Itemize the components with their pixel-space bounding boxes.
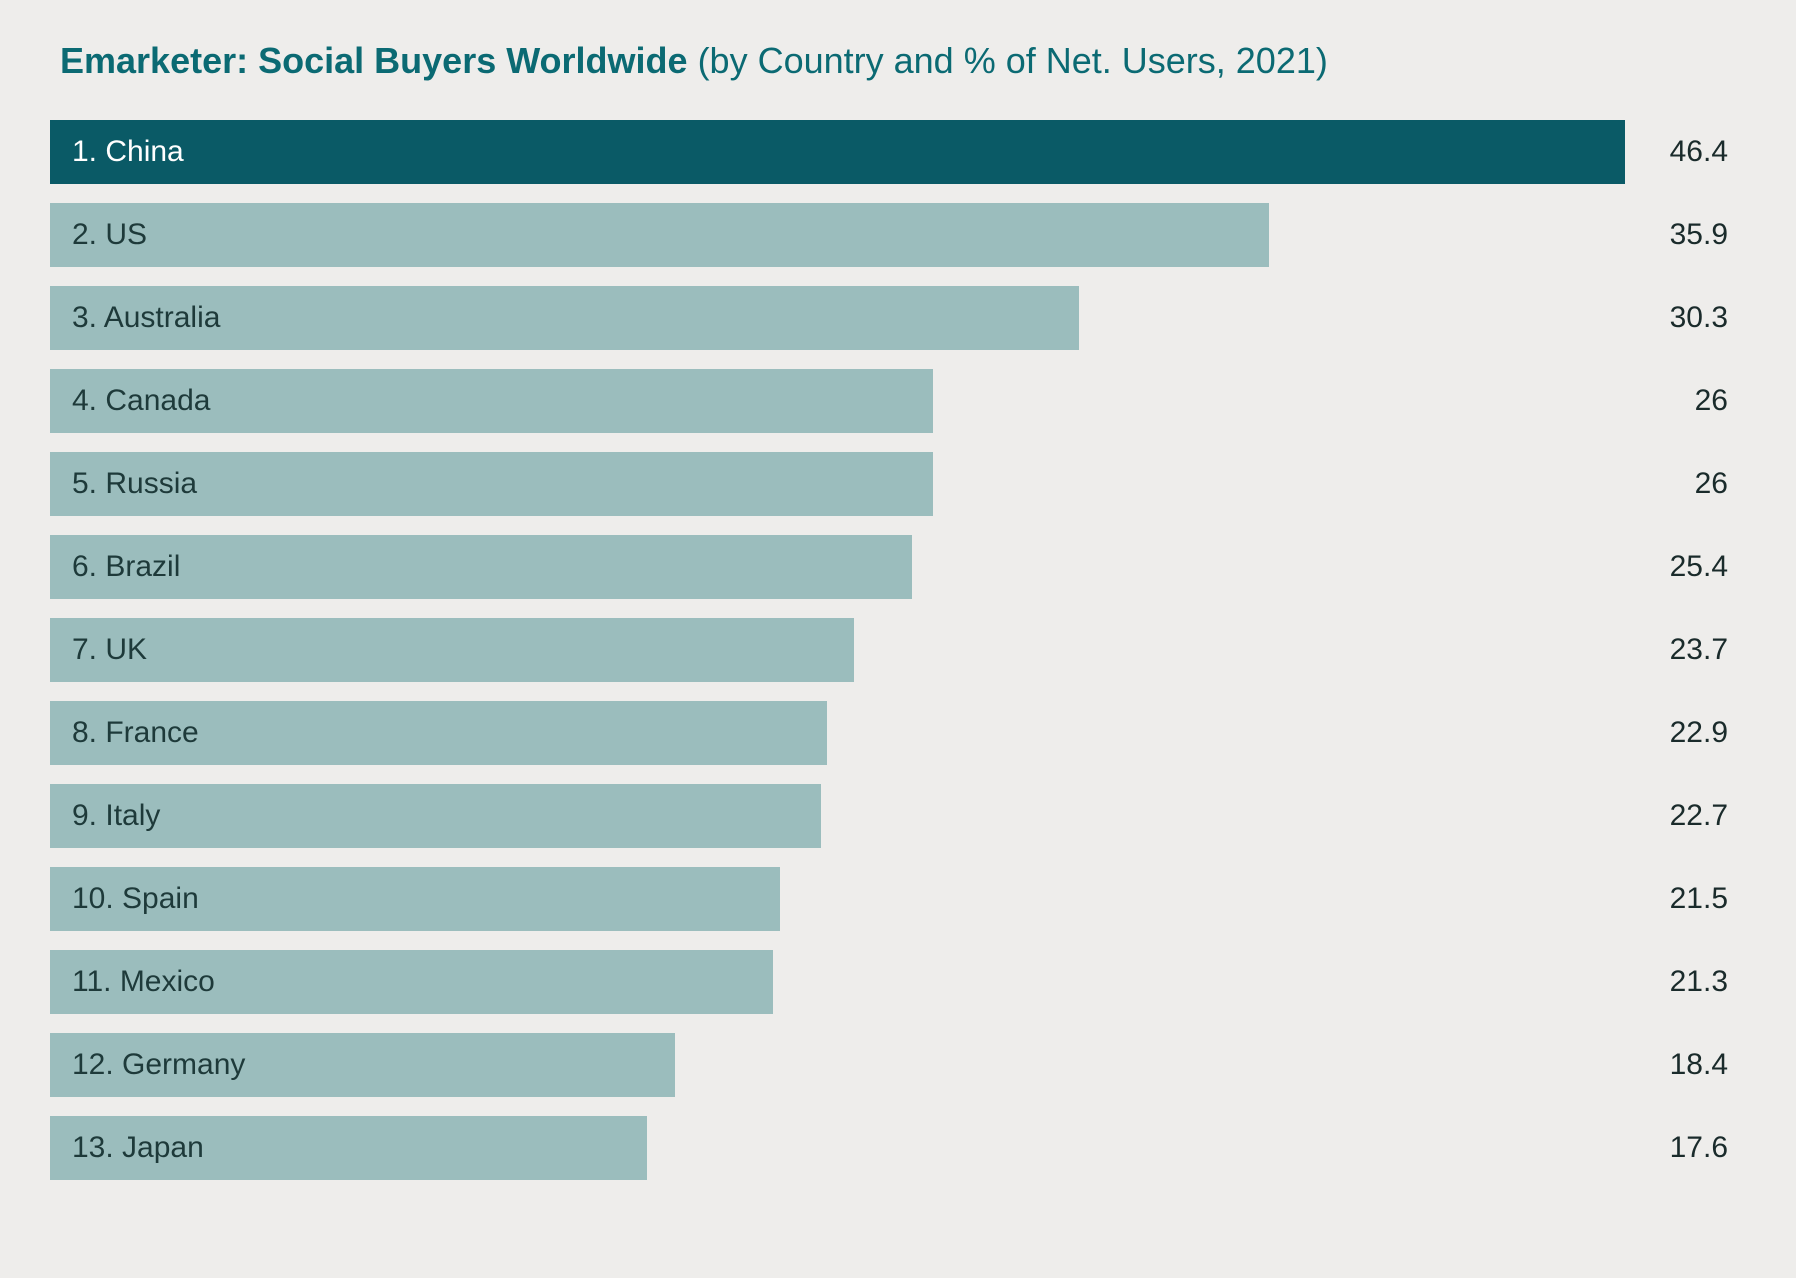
bar-label: 11. Mexico: [72, 965, 215, 999]
bar-track: 3. Australia: [50, 286, 1625, 350]
bar-value-label: 25.4: [1625, 550, 1746, 584]
bar-value-label: 35.9: [1625, 218, 1746, 252]
bar-track: 13. Japan: [50, 1116, 1625, 1180]
chart-title-light: (by Country and % of Net. Users, 2021): [688, 40, 1328, 81]
bar-label: 13. Japan: [72, 1131, 204, 1165]
bar-value-label: 22.7: [1625, 799, 1746, 833]
bar: 2. US: [50, 203, 1269, 267]
bar: 9. Italy: [50, 784, 821, 848]
bar-value-label: 17.6: [1625, 1131, 1746, 1165]
bar: 13. Japan: [50, 1116, 647, 1180]
bar-label: 6. Brazil: [72, 550, 180, 584]
bar-label: 2. US: [72, 218, 147, 252]
bar-track: 10. Spain: [50, 867, 1625, 931]
bar-track: 2. US: [50, 203, 1625, 267]
bar-value-label: 26: [1625, 467, 1746, 501]
bar: 10. Spain: [50, 867, 780, 931]
bar: 8. France: [50, 701, 827, 765]
chart-row: 5. Russia 26: [50, 452, 1746, 516]
chart-row: 13. Japan 17.6: [50, 1116, 1746, 1180]
chart-row: 11. Mexico 21.3: [50, 950, 1746, 1014]
bar-label: 10. Spain: [72, 882, 199, 916]
chart-row: 9. Italy 22.7: [50, 784, 1746, 848]
bar-label: 12. Germany: [72, 1048, 245, 1082]
bar-track: 8. France: [50, 701, 1625, 765]
bar-track: 4. Canada: [50, 369, 1625, 433]
bar: 5. Russia: [50, 452, 933, 516]
chart-row: 7. UK 23.7: [50, 618, 1746, 682]
bar-track: 6. Brazil: [50, 535, 1625, 599]
bar: 4. Canada: [50, 369, 933, 433]
bar-label: 5. Russia: [72, 467, 197, 501]
bar: 12. Germany: [50, 1033, 675, 1097]
bar-track: 5. Russia: [50, 452, 1625, 516]
chart-rows: 1. China 46.4 2. US 35.9 3. Australia 30.3 4. …: [50, 120, 1746, 1180]
bar-label: 7. UK: [72, 633, 147, 667]
bar-label: 4. Canada: [72, 384, 210, 418]
bar: 3. Australia: [50, 286, 1079, 350]
bar: 1. China: [50, 120, 1625, 184]
bar-track: 9. Italy: [50, 784, 1625, 848]
chart-title-bold: Emarketer: Social Buyers Worldwide: [60, 40, 688, 81]
chart-row: 6. Brazil 25.4: [50, 535, 1746, 599]
bar-value-label: 30.3: [1625, 301, 1746, 335]
chart-row: 1. China 46.4: [50, 120, 1746, 184]
bar-value-label: 23.7: [1625, 633, 1746, 667]
bar-value-label: 26: [1625, 384, 1746, 418]
chart-title: Emarketer: Social Buyers Worldwide (by C…: [60, 40, 1746, 82]
bar-value-label: 21.5: [1625, 882, 1746, 916]
bar-value-label: 21.3: [1625, 965, 1746, 999]
bar-track: 7. UK: [50, 618, 1625, 682]
bar-track: 11. Mexico: [50, 950, 1625, 1014]
bar-label: 1. China: [72, 135, 184, 169]
chart-row: 4. Canada 26: [50, 369, 1746, 433]
bar: 7. UK: [50, 618, 854, 682]
bar-track: 12. Germany: [50, 1033, 1625, 1097]
bar-label: 9. Italy: [72, 799, 160, 833]
bar-track: 1. China: [50, 120, 1625, 184]
bar-value-label: 46.4: [1625, 135, 1746, 169]
bar-label: 8. France: [72, 716, 199, 750]
bar-value-label: 22.9: [1625, 716, 1746, 750]
bar-label: 3. Australia: [72, 301, 220, 335]
chart-row: 3. Australia 30.3: [50, 286, 1746, 350]
bar: 6. Brazil: [50, 535, 912, 599]
chart-row: 8. France 22.9: [50, 701, 1746, 765]
chart-row: 2. US 35.9: [50, 203, 1746, 267]
chart-row: 10. Spain 21.5: [50, 867, 1746, 931]
bar: 11. Mexico: [50, 950, 773, 1014]
chart-row: 12. Germany 18.4: [50, 1033, 1746, 1097]
bar-value-label: 18.4: [1625, 1048, 1746, 1082]
